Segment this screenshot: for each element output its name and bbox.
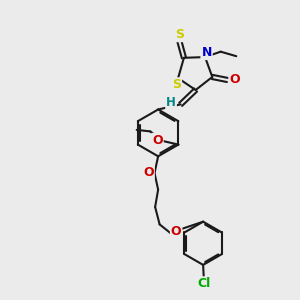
- Text: O: O: [152, 134, 163, 147]
- Text: S: S: [175, 28, 184, 41]
- Text: N: N: [201, 46, 212, 59]
- Text: O: O: [143, 166, 154, 179]
- Text: S: S: [172, 78, 181, 91]
- Text: O: O: [230, 74, 240, 86]
- Text: H: H: [166, 96, 176, 110]
- Text: O: O: [171, 225, 182, 238]
- Text: Cl: Cl: [197, 277, 210, 290]
